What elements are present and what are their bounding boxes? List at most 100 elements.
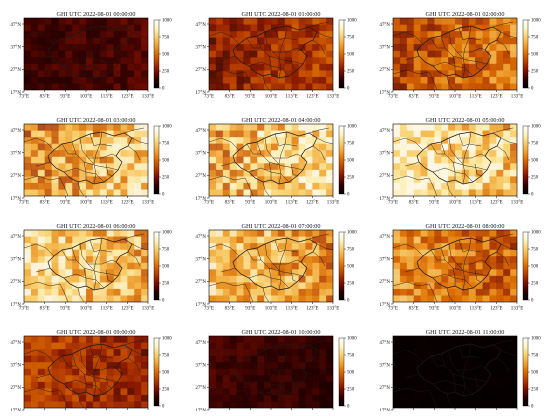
colorbar: 0 250 500 750 1000 bbox=[153, 231, 172, 304]
colorbar-tick-label: 1000 bbox=[347, 337, 357, 342]
colorbar-tick-label: 250 bbox=[162, 70, 170, 75]
border-lines bbox=[24, 339, 148, 408]
lon-tick-label: 133°E bbox=[327, 201, 340, 206]
lat-tick-label: 47°N bbox=[379, 341, 390, 346]
lon-tick-label: 73°E bbox=[388, 95, 398, 100]
border-lines bbox=[24, 21, 148, 90]
lon-tick-label: 83°E bbox=[409, 307, 419, 312]
lon-tick-label: 103°E bbox=[449, 307, 462, 312]
lat-tick-label: 17°N bbox=[195, 91, 206, 96]
lon-tick-label: 123°E bbox=[306, 95, 319, 100]
panel-title: GHI UTC 2022-08-01 05:00:00 bbox=[426, 117, 505, 124]
colorbar-tick-label: 0 bbox=[162, 193, 165, 198]
lat-tick-label: 27°N bbox=[379, 280, 390, 285]
colorbar-tick-label: 500 bbox=[531, 265, 539, 270]
lat-tick-label: 37°N bbox=[379, 363, 390, 368]
lat-tick-label: 27°N bbox=[379, 174, 390, 179]
lon-tick-label: 133°E bbox=[511, 307, 524, 312]
lon-tick-label: 123°E bbox=[121, 307, 134, 312]
colorbar-tick-label: 250 bbox=[347, 70, 355, 75]
lon-tick-label: 103°E bbox=[80, 95, 93, 100]
panel-title: GHI UTC 2022-08-01 03:00:00 bbox=[57, 117, 136, 124]
lon-tick-label: 93°E bbox=[60, 95, 70, 100]
colorbar-tick-label: 250 bbox=[162, 388, 170, 393]
lon-tick-label: 93°E bbox=[429, 201, 439, 206]
colorbar: 0 250 500 750 1000 bbox=[338, 337, 357, 410]
lat-tick-label: 27°N bbox=[195, 386, 206, 391]
colorbar: 0 250 500 750 1000 bbox=[338, 19, 357, 92]
lat-tick-label: 37°N bbox=[10, 151, 21, 156]
colorbar-tick-label: 0 bbox=[531, 87, 534, 92]
colorbar-tick-label: 0 bbox=[531, 193, 534, 198]
lon-tick-label: 113°E bbox=[469, 307, 481, 312]
lat-tick-label: 37°N bbox=[10, 363, 21, 368]
lon-tick-label: 73°E bbox=[19, 95, 29, 100]
lat-tick-label: 27°N bbox=[10, 280, 21, 285]
ghi-field bbox=[24, 336, 148, 408]
lat-tick-label: 37°N bbox=[195, 151, 206, 156]
colorbar-tick-label: 1000 bbox=[347, 231, 357, 236]
lat-tick-label: 37°N bbox=[379, 151, 390, 156]
lat-tick-label: 17°N bbox=[379, 91, 390, 96]
lon-tick-label: 83°E bbox=[225, 307, 235, 312]
lon-tick-label: 123°E bbox=[306, 307, 319, 312]
lat-tick-label: 27°N bbox=[10, 68, 21, 73]
panel-title: GHI UTC 2022-08-01 10:00:00 bbox=[242, 329, 321, 336]
colorbar-tick-label: 750 bbox=[162, 354, 170, 359]
panel-0: GHI UTC 2022-08-01 00:00:00 47°N 37°N 27°N 1… bbox=[10, 11, 172, 100]
colorbar-tick-label: 250 bbox=[347, 388, 355, 393]
ghi-field bbox=[209, 18, 333, 90]
lat-tick-label: 47°N bbox=[379, 129, 390, 134]
lat-tick-label: 27°N bbox=[195, 174, 206, 179]
lon-tick-label: 103°E bbox=[449, 95, 462, 100]
colorbar-tick-label: 500 bbox=[162, 265, 170, 270]
lat-tick-label: 47°N bbox=[379, 23, 390, 28]
colorbar-tick-label: 500 bbox=[162, 53, 170, 58]
colorbar-tick-label: 750 bbox=[347, 354, 355, 359]
lon-tick-label: 83°E bbox=[40, 201, 50, 206]
panel-7: GHI UTC 2022-08-01 07:00:00 47°N 37°N 27°N 1… bbox=[195, 223, 357, 312]
panel-9: GHI UTC 2022-08-01 09:00:00 47°N 37°N 27°N 1… bbox=[10, 329, 172, 416]
colorbar-tick-label: 500 bbox=[162, 371, 170, 376]
panel-title: GHI UTC 2022-08-01 08:00:00 bbox=[426, 223, 505, 230]
lat-tick-label: 17°N bbox=[195, 197, 206, 202]
lon-tick-label: 123°E bbox=[490, 95, 503, 100]
colorbar-tick-label: 750 bbox=[347, 248, 355, 253]
colorbar-tick-label: 750 bbox=[531, 354, 539, 359]
lat-tick-label: 27°N bbox=[195, 68, 206, 73]
colorbar: 0 250 500 750 1000 bbox=[338, 125, 357, 198]
lat-tick-label: 37°N bbox=[195, 257, 206, 262]
colorbar-tick-label: 250 bbox=[347, 282, 355, 287]
lon-tick-label: 133°E bbox=[142, 95, 155, 100]
lon-tick-label: 83°E bbox=[409, 201, 419, 206]
lon-tick-label: 103°E bbox=[80, 201, 93, 206]
lon-tick-label: 123°E bbox=[306, 201, 319, 206]
lon-tick-label: 73°E bbox=[388, 201, 398, 206]
colorbar-tick-label: 1000 bbox=[162, 19, 172, 24]
colorbar-tick-label: 0 bbox=[347, 87, 350, 92]
colorbar-tick-label: 750 bbox=[162, 142, 170, 147]
lon-tick-label: 83°E bbox=[225, 95, 235, 100]
panel-5: GHI UTC 2022-08-01 05:00:00 47°N 37°N 27°N 1… bbox=[379, 117, 541, 206]
lon-tick-label: 103°E bbox=[265, 201, 278, 206]
panel-title: GHI UTC 2022-08-01 09:00:00 bbox=[57, 329, 136, 336]
colorbar-tick-label: 500 bbox=[347, 371, 355, 376]
lon-tick-label: 83°E bbox=[40, 307, 50, 312]
colorbar: 0 250 500 750 1000 bbox=[153, 19, 172, 92]
lon-tick-label: 103°E bbox=[265, 95, 278, 100]
panel-title: GHI UTC 2022-08-01 01:00:00 bbox=[242, 11, 321, 18]
panel-11: GHI UTC 2022-08-01 11:00:00 47°N 37°N 27°N 1… bbox=[379, 329, 541, 416]
lat-tick-label: 37°N bbox=[379, 257, 390, 262]
colorbar-tick-label: 500 bbox=[347, 265, 355, 270]
lon-tick-label: 123°E bbox=[490, 201, 503, 206]
panel-title: GHI UTC 2022-08-01 00:00:00 bbox=[57, 11, 136, 18]
ghi-field bbox=[393, 336, 517, 408]
lon-tick-label: 113°E bbox=[285, 201, 297, 206]
colorbar-tick-label: 250 bbox=[531, 282, 539, 287]
colorbar: 0 250 500 750 1000 bbox=[153, 125, 172, 198]
colorbar-tick-label: 750 bbox=[531, 36, 539, 41]
colorbar-tick-label: 250 bbox=[162, 176, 170, 181]
panel-title: GHI UTC 2022-08-01 02:00:00 bbox=[426, 11, 505, 18]
lat-tick-label: 27°N bbox=[195, 280, 206, 285]
colorbar-tick-label: 250 bbox=[531, 176, 539, 181]
